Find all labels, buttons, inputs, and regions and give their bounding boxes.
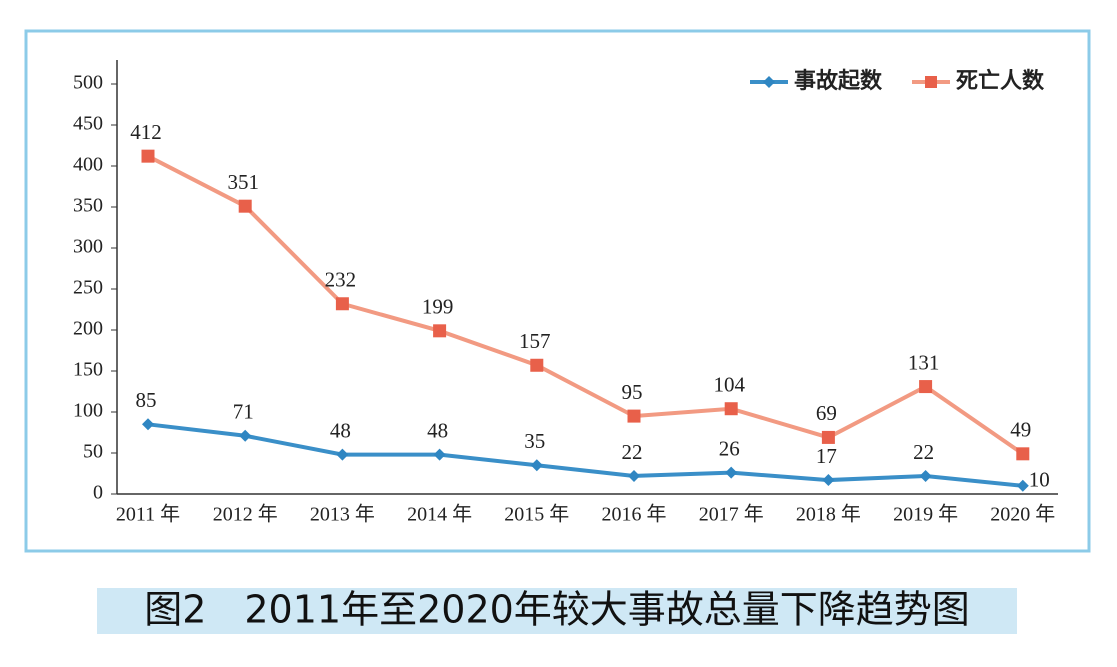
x-tick-label: 2018 年 bbox=[796, 503, 861, 526]
marker bbox=[1016, 447, 1030, 461]
data-label: 131 bbox=[908, 350, 940, 374]
y-tick-label: 150 bbox=[73, 359, 103, 381]
data-label: 71 bbox=[233, 400, 254, 424]
x-tick-label: 2013 年 bbox=[310, 503, 375, 526]
marker bbox=[822, 474, 835, 487]
y-tick-label: 500 bbox=[73, 72, 103, 94]
legend-marker bbox=[925, 76, 937, 88]
data-label: 26 bbox=[719, 436, 740, 460]
series-line bbox=[147, 154, 1024, 456]
data-label: 48 bbox=[427, 418, 448, 442]
data-label: 10 bbox=[1029, 468, 1050, 492]
x-tick-label: 2017 年 bbox=[699, 503, 764, 526]
legend-label: 死亡人数 bbox=[956, 68, 1045, 94]
y-tick-label: 50 bbox=[83, 441, 103, 463]
data-label: 412 bbox=[130, 120, 162, 144]
data-label: 69 bbox=[816, 401, 837, 425]
marker bbox=[142, 418, 154, 431]
marker bbox=[724, 402, 738, 416]
y-tick-label: 0 bbox=[93, 482, 103, 504]
y-tick-label: 300 bbox=[73, 236, 103, 258]
data-label: 22 bbox=[622, 440, 643, 464]
marker bbox=[335, 297, 349, 311]
data-label: 85 bbox=[136, 388, 157, 412]
x-tick-label: 2011 年 bbox=[116, 503, 180, 526]
marker bbox=[919, 380, 933, 394]
data-label: 22 bbox=[913, 440, 934, 464]
y-tick-label: 400 bbox=[73, 154, 103, 176]
x-tick-label: 2012 年 bbox=[213, 503, 278, 526]
x-tick-label: 2014 年 bbox=[407, 503, 472, 526]
x-tick-label: 2015 年 bbox=[504, 503, 569, 526]
data-label: 35 bbox=[524, 429, 545, 453]
data-label: 95 bbox=[622, 380, 643, 404]
legend-marker bbox=[763, 76, 775, 88]
marker bbox=[336, 448, 349, 461]
marker bbox=[1016, 479, 1029, 492]
caption-background bbox=[97, 588, 1017, 634]
marker bbox=[919, 469, 932, 482]
x-tick-label: 2016 年 bbox=[602, 503, 667, 526]
data-label: 17 bbox=[816, 444, 837, 468]
marker bbox=[628, 469, 640, 482]
marker bbox=[821, 430, 835, 444]
series-line bbox=[147, 422, 1024, 488]
y-tick-label: 350 bbox=[73, 195, 103, 217]
data-label: 232 bbox=[325, 268, 357, 292]
marker bbox=[530, 358, 544, 372]
data-label: 48 bbox=[330, 418, 351, 442]
x-tick-label: 2020 年 bbox=[990, 503, 1055, 526]
marker bbox=[433, 324, 447, 338]
y-tick-label: 450 bbox=[73, 113, 103, 135]
marker bbox=[238, 199, 252, 213]
data-label: 199 bbox=[422, 295, 454, 319]
marker bbox=[239, 429, 252, 442]
data-label: 104 bbox=[713, 373, 745, 397]
y-tick-label: 100 bbox=[73, 400, 103, 422]
y-tick-label: 250 bbox=[73, 277, 103, 299]
y-tick-label: 200 bbox=[73, 318, 103, 340]
marker bbox=[141, 149, 155, 163]
marker bbox=[433, 448, 446, 461]
marker bbox=[530, 459, 543, 472]
marker bbox=[627, 409, 641, 423]
chart-title: 图2 2011年至2020年较大事故总量下降趋势图 bbox=[144, 588, 970, 632]
data-label: 351 bbox=[227, 170, 259, 194]
data-label: 157 bbox=[519, 329, 551, 353]
chart-frame bbox=[24, 29, 1091, 553]
data-label: 49 bbox=[1010, 418, 1031, 442]
marker bbox=[725, 466, 738, 479]
x-tick-label: 2019 年 bbox=[893, 503, 958, 526]
legend-label: 事故起数 bbox=[794, 68, 883, 94]
